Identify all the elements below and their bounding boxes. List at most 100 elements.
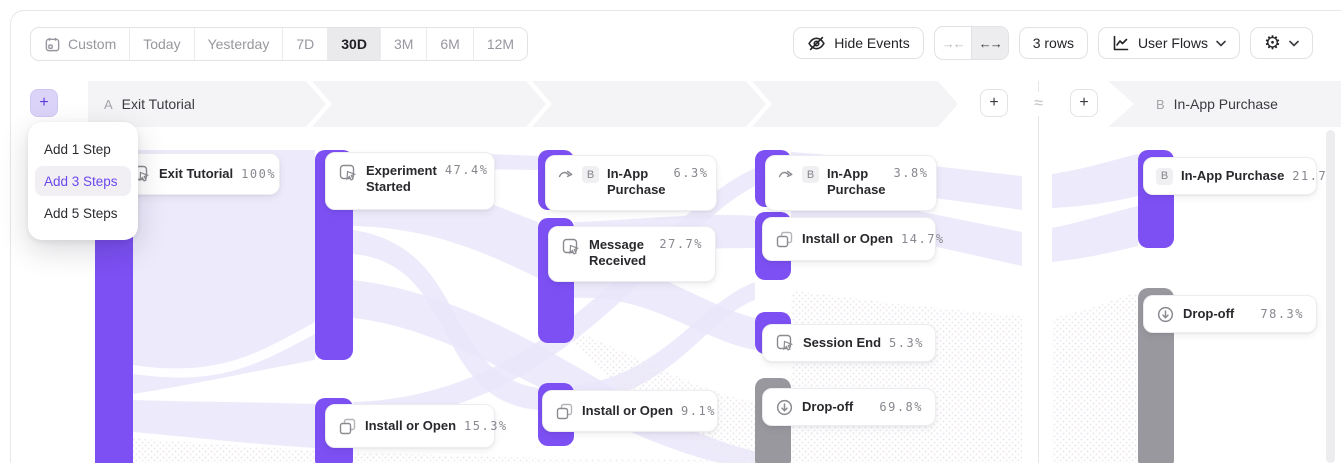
drop-off-icon — [1156, 305, 1175, 324]
section-a-name: Exit Tutorial — [121, 96, 195, 112]
toolbar-right: Hide Events →← ←→ 3 rows User Flows — [793, 26, 1313, 60]
flow-ribbon — [1052, 154, 1138, 208]
date-range-12m[interactable]: 12M — [472, 28, 528, 60]
plus-icon: + — [1079, 94, 1089, 111]
node-label: Exit Tutorial — [159, 165, 234, 181]
drop-off-icon — [775, 398, 794, 417]
node-pct: 47.4% — [444, 163, 489, 177]
node-label: In-App Purchase — [1181, 167, 1285, 183]
date-range-custom[interactable]: Custom — [31, 28, 130, 60]
menu-item-add-3-steps-selected[interactable]: Add 3 Steps — [35, 166, 131, 196]
section-b-label: B In-App Purchase — [1156, 81, 1278, 127]
node-card-exit-tutorial[interactable]: Exit Tutorial 100% — [118, 153, 280, 195]
node-pct: 5.3% — [889, 336, 924, 350]
node-card-install-or-open-step3[interactable]: Install or Open 9.1% — [542, 390, 718, 432]
node-pct: 21.7% — [1292, 169, 1336, 183]
metric-b-badge: B — [1156, 167, 1173, 185]
date-range-selector: Custom Today Yesterday 7D 30D 3M 6M 12M — [30, 27, 529, 61]
install-open-icon — [555, 402, 574, 421]
view-selector-dropdown[interactable]: User Flows — [1097, 27, 1240, 59]
menu-item-add-5-steps[interactable]: Add 5 Steps — [44, 205, 118, 221]
dropoff-ribbon — [791, 290, 1022, 463]
date-range-7d[interactable]: 7D — [282, 28, 328, 60]
event-click-icon — [561, 237, 581, 257]
approx-symbol: ≈ — [1026, 92, 1051, 116]
section-b-name: In-App Purchase — [1173, 96, 1278, 112]
node-label: Experiment Started — [366, 163, 437, 195]
node-card-install-or-open-step4[interactable]: Install or Open 14.7% — [762, 217, 943, 261]
install-open-icon — [775, 230, 794, 249]
node-card-in-app-purchase-b[interactable]: B In-App Purchase 21.7% — [1143, 157, 1334, 195]
node-card-install-or-open-step2[interactable]: Install or Open 15.3% — [325, 404, 506, 448]
section-a-label: A Exit Tutorial — [104, 81, 195, 127]
node-label: Message Received — [589, 237, 647, 269]
node-pct: 100% — [241, 167, 277, 181]
node-label: Install or Open — [802, 230, 894, 246]
flow-arrow-icon — [558, 166, 574, 180]
date-range-yesterday[interactable]: Yesterday — [193, 28, 283, 60]
node-pct: 78.3% — [1260, 307, 1304, 321]
add-steps-menu: Add 1 Step Add 3 Steps Add 5 Steps — [28, 122, 138, 240]
date-range-6m[interactable]: 6M — [426, 28, 473, 60]
dropoff-ribbon — [1052, 292, 1138, 463]
step-segment-3[interactable] — [532, 81, 766, 127]
collapse-expand-toggle: →← ←→ — [933, 26, 1009, 60]
plus-icon: + — [989, 94, 999, 111]
node-card-drop-off-step4[interactable]: Drop-off 69.8% — [762, 388, 936, 426]
node-card-session-end[interactable]: Session End 5.3% — [762, 324, 936, 362]
date-range-3m[interactable]: 3M — [379, 28, 427, 60]
event-click-icon — [775, 333, 795, 353]
flow-ribbon — [133, 150, 315, 394]
add-steps-button[interactable]: + — [30, 89, 58, 117]
flow-ribbon — [1052, 206, 1138, 262]
node-label: In-App Purchase — [607, 166, 666, 198]
node-label: Drop-off — [802, 398, 854, 414]
node-pct: 27.7% — [659, 237, 703, 251]
settings-dropdown[interactable]: ⚙ — [1249, 27, 1313, 59]
node-pct: 3.8% — [893, 166, 929, 180]
section-a-badge: A — [104, 96, 113, 112]
node-card-message-received[interactable]: Message Received 27.7% — [548, 226, 716, 282]
node-pct: 9.1% — [681, 404, 716, 418]
node-label: Session End — [803, 334, 882, 350]
step-segment-1[interactable] — [88, 81, 326, 127]
gear-icon: ⚙ — [1263, 32, 1281, 54]
install-open-icon — [338, 417, 357, 436]
node-card-in-app-purchase-step3[interactable]: B In-App Purchase 6.3% — [545, 155, 717, 211]
steps-band — [88, 81, 1341, 127]
node-label: Install or Open — [582, 402, 674, 418]
rows-label: 3 rows — [1032, 35, 1074, 51]
chevron-down-icon — [1289, 40, 1299, 47]
view-selector-label: User Flows — [1137, 35, 1208, 51]
node-pct: 14.7% — [901, 232, 945, 246]
section-divider — [1038, 81, 1039, 463]
date-range-today[interactable]: Today — [129, 28, 194, 60]
node-card-experiment-started[interactable]: Experiment Started 47.4% — [325, 152, 495, 210]
date-range-30d-selected[interactable]: 30D — [327, 28, 380, 60]
add-step-start-b-button[interactable]: + — [1070, 89, 1098, 117]
step-segment-b[interactable] — [1108, 81, 1341, 127]
metric-b-badge: B — [582, 166, 599, 183]
node-card-drop-off-b[interactable]: Drop-off 78.3% — [1143, 295, 1317, 333]
calendar-icon — [44, 36, 61, 53]
node-pct: 6.3% — [673, 166, 709, 180]
node-card-in-app-purchase-step4[interactable]: B In-App Purchase 3.8% — [765, 155, 937, 211]
flow-arrow-icon — [778, 166, 794, 180]
step-segment-2[interactable] — [312, 81, 546, 127]
hide-events-button[interactable]: Hide Events — [793, 27, 924, 59]
flow-chart-icon — [1112, 34, 1130, 52]
hide-events-label: Hide Events — [834, 35, 910, 51]
node-pct: 69.8% — [879, 400, 923, 414]
add-step-end-a-button[interactable]: + — [980, 89, 1008, 117]
metric-b-badge: B — [802, 166, 819, 183]
menu-item-add-1-step[interactable]: Add 1 Step — [44, 141, 111, 157]
expand-columns-button[interactable]: ←→ — [970, 27, 1008, 59]
node-label: Install or Open — [365, 417, 457, 433]
dropoff-ribbon — [133, 438, 755, 463]
vertical-scrollbar[interactable] — [1326, 130, 1335, 463]
rows-button[interactable]: 3 rows — [1018, 27, 1088, 59]
step-segment-4[interactable] — [752, 81, 958, 127]
date-range-label: Custom — [68, 36, 117, 52]
collapse-columns-button[interactable]: →← — [941, 35, 966, 51]
section-b-badge: B — [1156, 96, 1165, 112]
